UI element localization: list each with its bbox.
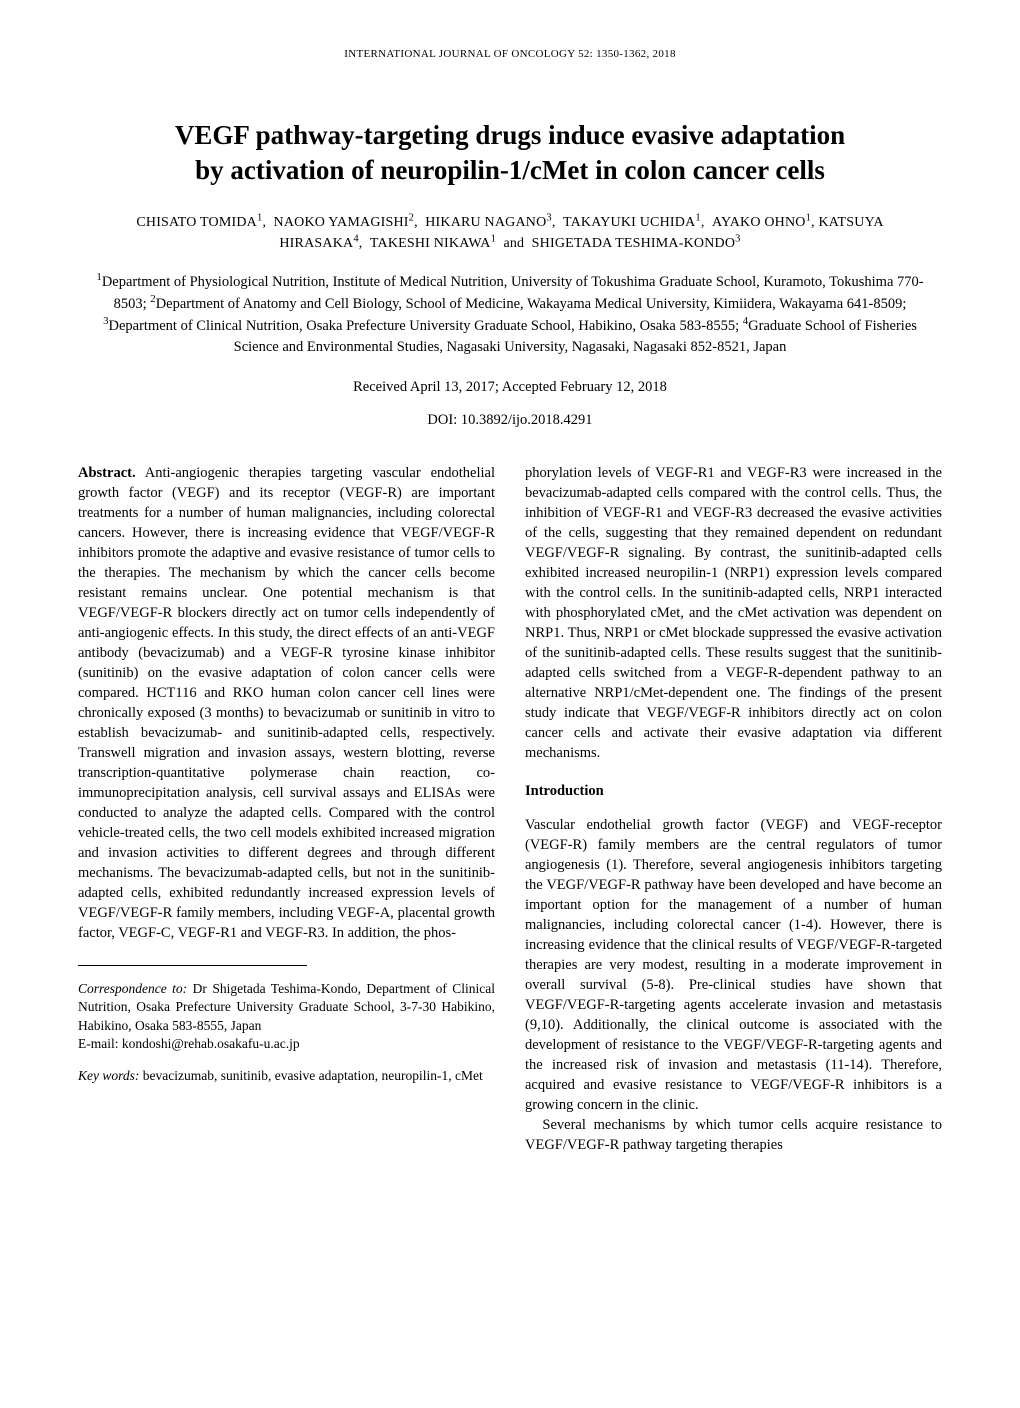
- introduction-paragraph-1: Vascular endothelial growth factor (VEGF…: [525, 815, 942, 1115]
- keywords-block: Key words: bevacizumab, sunitinib, evasi…: [78, 1067, 495, 1085]
- two-column-body: Abstract. Anti-angiogenic therapies targ…: [78, 463, 942, 1155]
- keywords-label: Key words:: [78, 1068, 139, 1083]
- abstract-text: Anti-angiogenic therapies targeting vasc…: [78, 465, 495, 941]
- introduction-paragraph-2: Several mechanisms by which tumor cells …: [525, 1115, 942, 1155]
- running-header: INTERNATIONAL JOURNAL OF ONCOLOGY 52: 13…: [78, 48, 942, 60]
- received-accepted-dates: Received April 13, 2017; Accepted Februa…: [78, 379, 942, 396]
- introduction-heading: Introduction: [525, 781, 942, 801]
- left-column: Abstract. Anti-angiogenic therapies targ…: [78, 463, 495, 1155]
- abstract-paragraph: Abstract. Anti-angiogenic therapies targ…: [78, 463, 495, 943]
- correspondence-block: Correspondence to: Dr Shigetada Teshima-…: [78, 980, 495, 1053]
- abstract-continuation: phorylation levels of VEGF-R1 and VEGF-R…: [525, 463, 942, 763]
- article-title: VEGF pathway-targeting drugs induce evas…: [78, 118, 942, 188]
- keywords-text: bevacizumab, sunitinib, evasive adaptati…: [139, 1068, 482, 1083]
- title-line-2: by activation of neuropilin-1/cMet in co…: [195, 155, 825, 185]
- correspondence-label: Correspondence to:: [78, 981, 187, 996]
- affiliations: 1Department of Physiological Nutrition, …: [78, 272, 942, 359]
- correspondence-paragraph: Correspondence to: Dr Shigetada Teshima-…: [78, 980, 495, 1035]
- authors-list: CHISATO TOMIDA1, NAOKO YAMAGISHI2, HIKAR…: [78, 212, 942, 254]
- footer-divider: [78, 965, 307, 966]
- doi: DOI: 10.3892/ijo.2018.4291: [78, 412, 942, 429]
- abstract-label: Abstract.: [78, 465, 136, 481]
- keywords-paragraph: Key words: bevacizumab, sunitinib, evasi…: [78, 1067, 495, 1085]
- title-line-1: VEGF pathway-targeting drugs induce evas…: [175, 120, 845, 150]
- correspondence-email: E-mail: kondoshi@rehab.osakafu-u.ac.jp: [78, 1035, 495, 1053]
- right-column: phorylation levels of VEGF-R1 and VEGF-R…: [525, 463, 942, 1155]
